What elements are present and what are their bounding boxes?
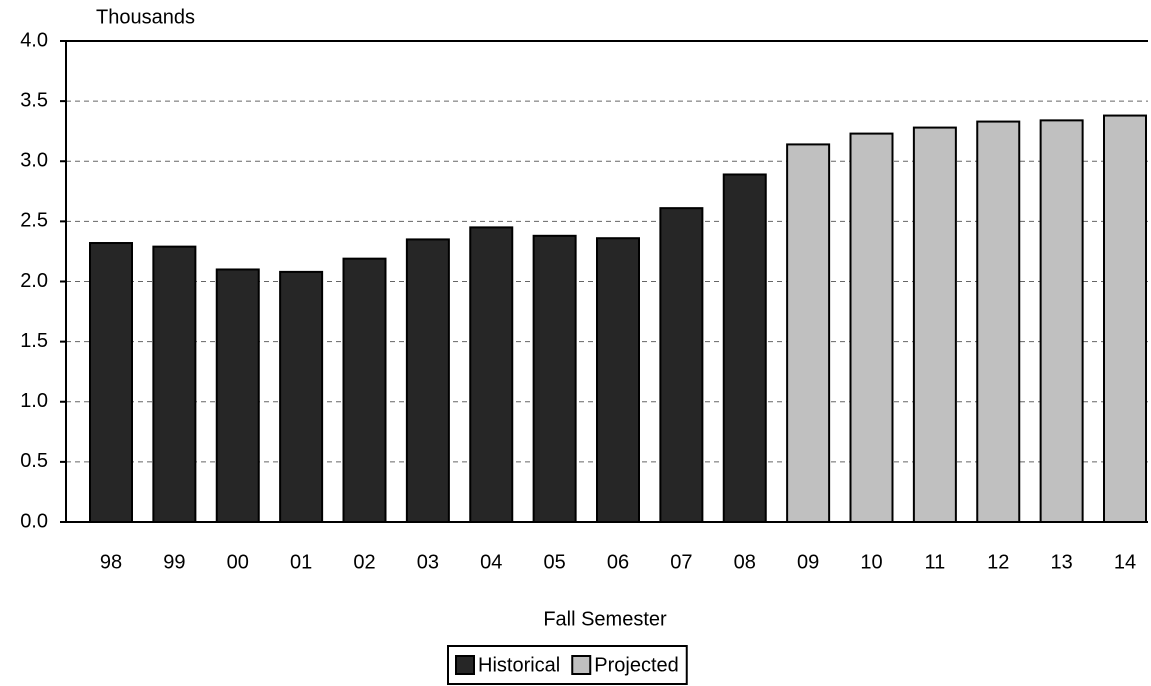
- bar: [469, 226, 514, 523]
- legend-label: Projected: [594, 654, 679, 676]
- legend-label: Historical: [478, 654, 560, 676]
- y-tick-label: 1.5: [20, 330, 48, 352]
- bar: [89, 242, 133, 524]
- y-tick-label: 0.0: [20, 510, 48, 532]
- x-tick-label: 09: [797, 551, 819, 573]
- y-tick-label: 1.0: [20, 390, 48, 412]
- x-tick-label: 12: [987, 551, 1009, 573]
- x-tick-label: 13: [1051, 551, 1073, 573]
- x-tick-label: 01: [290, 551, 312, 573]
- y-axis-label: Thousands: [96, 6, 195, 28]
- bar: [786, 143, 831, 523]
- bar: [1039, 119, 1084, 524]
- x-tick-label: 05: [544, 551, 566, 573]
- bar: [152, 245, 197, 523]
- x-tick-label: 11: [924, 551, 945, 573]
- legend-swatch: [571, 655, 592, 675]
- x-tick-label: 99: [163, 551, 185, 573]
- x-tick-label: 02: [353, 551, 375, 573]
- x-tick-label: 07: [670, 551, 692, 573]
- x-tick-label: 14: [1114, 551, 1136, 573]
- legend: Historical Projected: [447, 645, 688, 685]
- bar: [532, 234, 577, 523]
- y-tick-label: 4.0: [20, 29, 48, 51]
- bar: [405, 238, 450, 523]
- bar: [722, 173, 767, 523]
- y-tick-label: 3.0: [20, 150, 48, 172]
- bar: [1103, 114, 1147, 524]
- x-tick-label: 00: [227, 551, 249, 573]
- y-tick-label: 2.5: [20, 210, 48, 232]
- x-tick-label: 98: [100, 551, 122, 573]
- bar: [279, 270, 324, 523]
- bar: [215, 268, 260, 523]
- bar: [912, 126, 957, 524]
- legend-frame: [447, 645, 688, 685]
- x-axis-label: Fall Semester: [543, 608, 667, 630]
- legend-swatch: [455, 655, 475, 675]
- x-tick-label: 04: [480, 551, 502, 573]
- y-tick-label: 0.5: [20, 450, 48, 472]
- bar: [659, 207, 704, 524]
- x-tick-label: 06: [607, 551, 629, 573]
- bar: [849, 132, 894, 523]
- x-tick-label: 08: [734, 551, 756, 573]
- y-tick-label: 3.5: [20, 89, 48, 111]
- bar: [596, 237, 640, 524]
- y-tick-label: 2.0: [20, 270, 48, 292]
- x-tick-label: 03: [417, 551, 439, 573]
- x-tick-label: 10: [860, 551, 882, 573]
- bar: [976, 120, 1021, 523]
- bar: [342, 257, 387, 523]
